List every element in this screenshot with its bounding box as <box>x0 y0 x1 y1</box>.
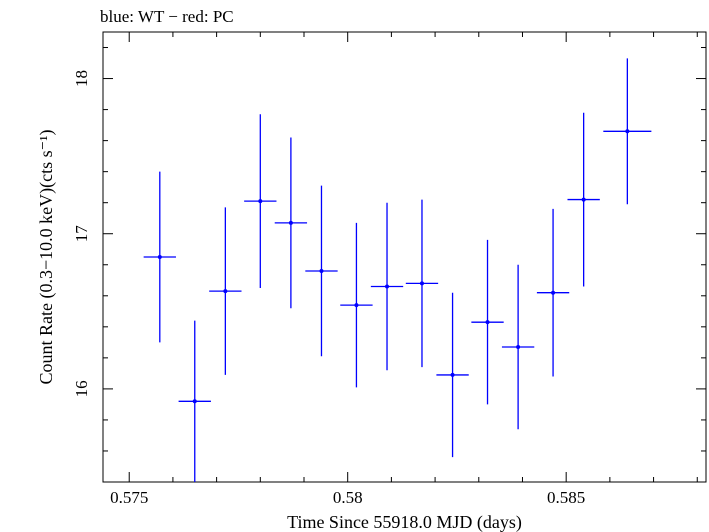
y-tick-label: 17 <box>72 225 91 243</box>
data-point <box>370 202 404 371</box>
data-marker <box>354 303 359 308</box>
data-marker <box>157 255 162 259</box>
data-marker <box>385 284 390 289</box>
data-point <box>471 239 504 405</box>
y-tick-label: 16 <box>72 380 91 397</box>
axis-ticks <box>103 32 706 483</box>
data-point <box>178 320 211 482</box>
data-marker <box>192 399 197 404</box>
data-marker <box>551 290 556 295</box>
data-marker <box>288 220 293 225</box>
data-marker <box>258 199 263 204</box>
data-marker <box>516 345 521 349</box>
data-point <box>603 58 652 205</box>
x-tick-label: 0.585 <box>547 488 585 507</box>
data-point <box>305 185 338 357</box>
data-point <box>536 208 570 377</box>
data-point <box>405 199 439 368</box>
axis-tick-labels: 0.575 0.58 0.585 16 17 18 <box>72 70 585 507</box>
data-point <box>501 264 535 430</box>
x-tick-label: 0.58 <box>333 488 363 507</box>
data-point <box>567 112 600 287</box>
data-marker <box>223 289 228 294</box>
plot-frame <box>102 31 707 483</box>
y-tick-label: 18 <box>72 70 91 87</box>
chart-title: blue: WT − red: PC <box>100 7 234 26</box>
data-point <box>244 114 277 289</box>
data-point <box>143 171 176 343</box>
data-marker <box>319 268 324 273</box>
data-marker <box>625 129 630 134</box>
data-marker <box>419 281 424 286</box>
data-point <box>274 137 308 309</box>
data-point <box>436 292 469 458</box>
data-point <box>340 222 373 388</box>
data-marker <box>581 197 586 202</box>
x-axis-label: Time Since 55918.0 MJD (days) <box>287 512 522 532</box>
data-points <box>143 58 652 482</box>
data-marker <box>450 372 455 377</box>
data-marker <box>485 320 490 325</box>
x-tick-label: 0.575 <box>110 488 148 507</box>
y-axis-label: Count Rate (0.3−10.0 keV)(cts s⁻¹) <box>36 129 57 384</box>
data-point <box>209 207 242 375</box>
